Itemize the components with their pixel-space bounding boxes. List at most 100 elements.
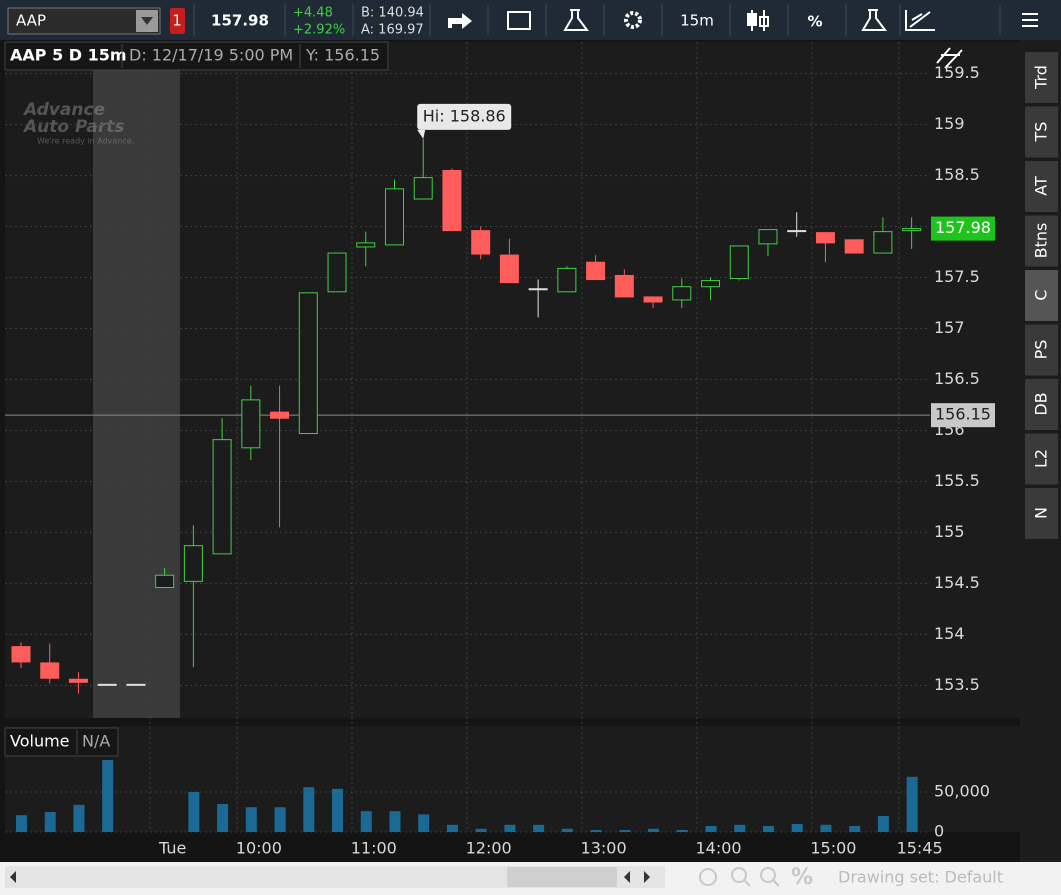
- volume-bar: [360, 811, 372, 832]
- volume-bar: [705, 826, 717, 832]
- x-tick-label: 11:00: [351, 839, 397, 858]
- x-tick-label: 15:00: [810, 839, 856, 858]
- candle-body: [97, 683, 117, 686]
- candle-body: [758, 229, 778, 245]
- candle-body: [471, 230, 491, 255]
- side-tab[interactable]: [1025, 324, 1058, 376]
- x-tick-label: 12:00: [466, 839, 512, 858]
- candle-body: [327, 252, 347, 293]
- y-tick-label: 156.5: [934, 369, 980, 388]
- logo-text: Advance: [22, 100, 105, 120]
- volume-bar: [217, 804, 229, 832]
- side-tab[interactable]: [1025, 161, 1058, 212]
- settings-icon[interactable]: [624, 11, 642, 29]
- scrollbar[interactable]: [5, 866, 665, 888]
- side-tab[interactable]: [1025, 215, 1058, 267]
- chart-header: [4, 41, 389, 71]
- volume-bar: [619, 830, 631, 832]
- volume-bar: [791, 824, 803, 832]
- zoom-tools[interactable]: [699, 867, 780, 887]
- volume-bar: [418, 814, 430, 832]
- side-tab-label: AT: [1032, 176, 1051, 196]
- volume-bar: [590, 830, 602, 832]
- aggregation[interactable]: 15m: [680, 12, 714, 30]
- alert-badge[interactable]: [170, 8, 185, 34]
- volume-bar: [504, 824, 516, 832]
- y-tick-label: 155.5: [934, 471, 980, 490]
- candle-icon[interactable]: [747, 10, 769, 31]
- volume-subtitle: N/A: [82, 732, 110, 751]
- percent-tool[interactable]: %: [791, 865, 813, 890]
- volume-bar: [906, 776, 918, 832]
- candle-body: [672, 286, 692, 301]
- y-tick-label: 154: [934, 624, 965, 643]
- side-tab[interactable]: [1025, 433, 1058, 485]
- volume-bar: [188, 792, 200, 832]
- volume-title: Volume: [10, 732, 70, 751]
- volume-bar: [332, 788, 344, 832]
- scale-icon[interactable]: [936, 47, 963, 69]
- side-tab-label: N: [1032, 507, 1051, 519]
- change: +4.48: [293, 6, 333, 21]
- share-icon[interactable]: [448, 13, 472, 29]
- candle-body: [557, 267, 577, 293]
- logo: Advance Auto Parts We're ready in Advanc…: [22, 100, 134, 146]
- side-tabs: Trd TS AT Btns C PS DB L2 N: [1025, 52, 1058, 539]
- candle-body: [413, 177, 433, 200]
- scroll-arrows[interactable]: [624, 871, 650, 883]
- candle-body: [40, 662, 60, 679]
- candle-body: [384, 188, 404, 246]
- premarket-shade: [93, 42, 180, 718]
- bid: B: 140.94: [361, 6, 424, 21]
- separators: [429, 4, 1001, 36]
- scroll-left[interactable]: [10, 871, 16, 883]
- x-tick-label: 15:45: [897, 839, 943, 858]
- info-icon[interactable]: [507, 11, 531, 30]
- last-price-box: [931, 216, 995, 241]
- side-tab[interactable]: [1025, 270, 1058, 321]
- side-tab[interactable]: [1025, 106, 1058, 158]
- side-tab-label: Btns: [1032, 223, 1051, 259]
- change-percent: +2.92%: [293, 23, 345, 38]
- cursor-y: Y: 156.15: [305, 46, 380, 65]
- x-tick-label: 13:00: [581, 839, 627, 858]
- flask-icon[interactable]: [563, 9, 589, 31]
- candle-body: [11, 646, 31, 663]
- candle-body: [442, 169, 462, 232]
- candle-body: [155, 574, 175, 588]
- volume-bar: [102, 760, 114, 832]
- candle-body: [844, 239, 864, 254]
- candle-body: [212, 439, 232, 555]
- candle-body: [614, 274, 634, 298]
- side-tab-label: PS: [1032, 340, 1051, 360]
- y-tick-label: 159.5: [934, 63, 980, 82]
- chart-title: AAP 5 D 15m: [10, 46, 127, 65]
- volume-bar: [446, 824, 458, 832]
- studies-icon[interactable]: [861, 9, 887, 31]
- side-tab[interactable]: [1025, 379, 1058, 430]
- y-tick-label: 154.5: [934, 573, 980, 592]
- symbol-box[interactable]: [7, 7, 161, 35]
- candle-body: [787, 230, 807, 233]
- y-tick-label: 157.5: [934, 267, 980, 286]
- drawing-set[interactable]: Drawing set: Default: [838, 868, 1003, 887]
- drawing-icon[interactable]: [905, 10, 935, 31]
- side-tab[interactable]: [1025, 52, 1058, 103]
- scroll-thumb[interactable]: [507, 867, 617, 887]
- volume-bar: [44, 812, 56, 832]
- menu-icon[interactable]: [1022, 13, 1038, 27]
- cursor-date: D: 12/17/19 5:00 PM: [129, 46, 293, 65]
- candle-body: [126, 683, 146, 686]
- side-tab-label: DB: [1032, 392, 1051, 415]
- volume-bar: [475, 828, 487, 832]
- volume-header: [4, 727, 119, 757]
- x-tick-label: 14:00: [695, 839, 741, 858]
- y-tick-label: 0: [934, 822, 944, 841]
- side-tab[interactable]: [1025, 488, 1058, 539]
- high-label-box: [417, 103, 512, 130]
- volume-bar: [389, 811, 401, 832]
- candle-body: [270, 411, 290, 419]
- x-tick-label: Tue: [158, 839, 186, 858]
- candle-body: [241, 399, 261, 449]
- percent-button[interactable]: %: [807, 13, 822, 31]
